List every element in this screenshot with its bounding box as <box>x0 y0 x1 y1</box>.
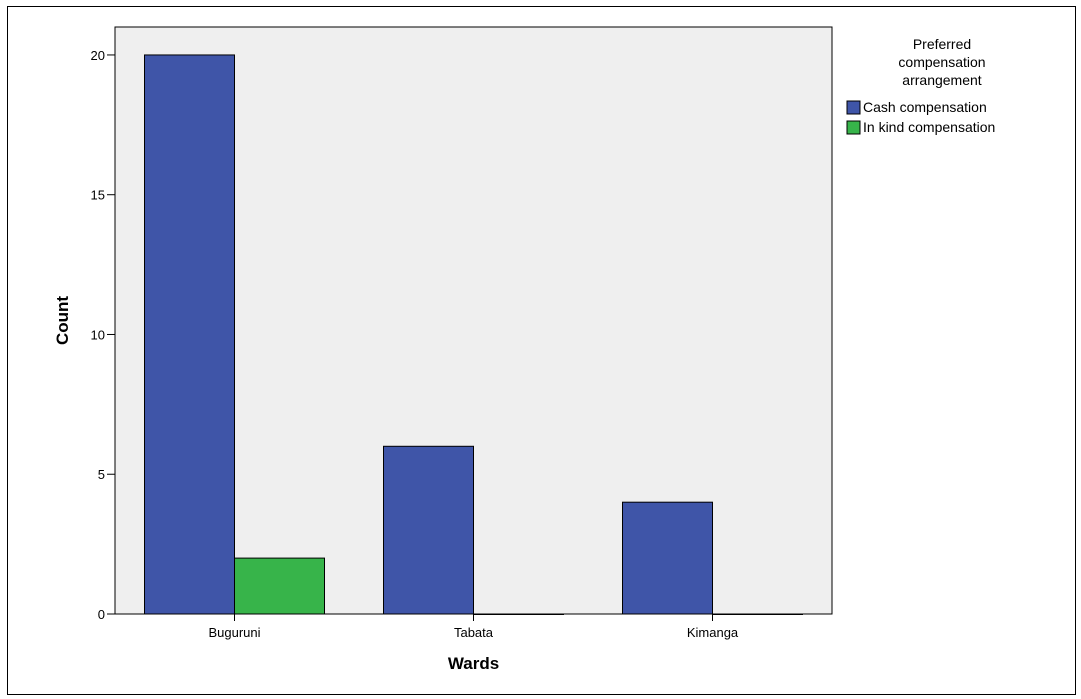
y-tick-label: 15 <box>91 188 105 203</box>
y-tick-label: 0 <box>98 607 105 622</box>
y-tick-label: 20 <box>91 48 105 63</box>
legend-title-line-1: Preferred <box>913 36 971 52</box>
legend: Preferred compensation arrangement Cash … <box>846 36 995 135</box>
y-tick-label: 5 <box>98 467 105 482</box>
x-axis: Buguruni Tabata Kimanga <box>208 614 739 640</box>
legend-label-inkind: In kind compensation <box>863 119 995 135</box>
bar-tabata-inkind <box>473 613 564 615</box>
y-axis: 0 5 10 15 20 <box>91 48 115 622</box>
x-tick-label: Kimanga <box>687 625 739 640</box>
bar-buguruni-inkind <box>234 557 325 615</box>
bars-group <box>144 54 803 615</box>
legend-swatch-cash <box>846 100 861 115</box>
bar-buguruni-cash <box>144 54 235 615</box>
legend-title-line-2: compensation <box>898 54 985 70</box>
bar-kimanga-cash <box>622 501 713 615</box>
x-tick-label: Tabata <box>454 625 494 640</box>
y-axis-title: Count <box>53 296 72 345</box>
y-tick-label: 10 <box>91 327 105 342</box>
legend-label-cash: Cash compensation <box>863 99 987 115</box>
bar-kimanga-inkind <box>712 613 803 615</box>
x-axis-title: Wards <box>448 654 499 673</box>
legend-swatch-inkind <box>846 120 861 135</box>
legend-title-line-3: arrangement <box>902 72 981 88</box>
bar-tabata-cash <box>383 445 474 615</box>
x-tick-label: Buguruni <box>208 625 260 640</box>
